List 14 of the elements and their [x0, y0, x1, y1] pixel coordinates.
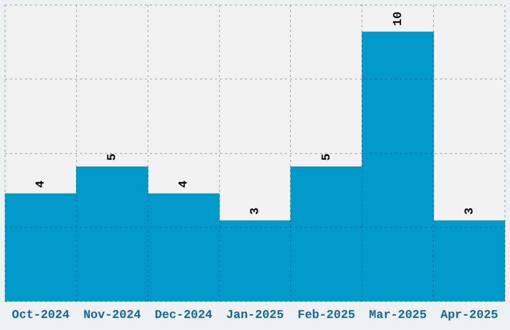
data-label: 10: [390, 12, 405, 26]
x-tick-label: Feb-2025: [298, 308, 356, 322]
data-label: 3: [248, 208, 262, 215]
data-label: 5: [319, 154, 334, 161]
data-label: 5: [105, 154, 120, 161]
x-tick-label: Mar-2025: [369, 308, 427, 322]
x-tick-label: Nov-2024: [83, 308, 141, 322]
data-label: 4: [34, 180, 48, 188]
x-tick-label: Apr-2025: [440, 308, 498, 322]
data-label: 3: [462, 208, 476, 215]
x-tick-label: Oct-2024: [12, 308, 70, 322]
data-label: 4: [176, 180, 191, 188]
x-tick-label: Dec-2024: [154, 308, 212, 322]
x-tick-label: Jan-2025: [226, 308, 284, 322]
